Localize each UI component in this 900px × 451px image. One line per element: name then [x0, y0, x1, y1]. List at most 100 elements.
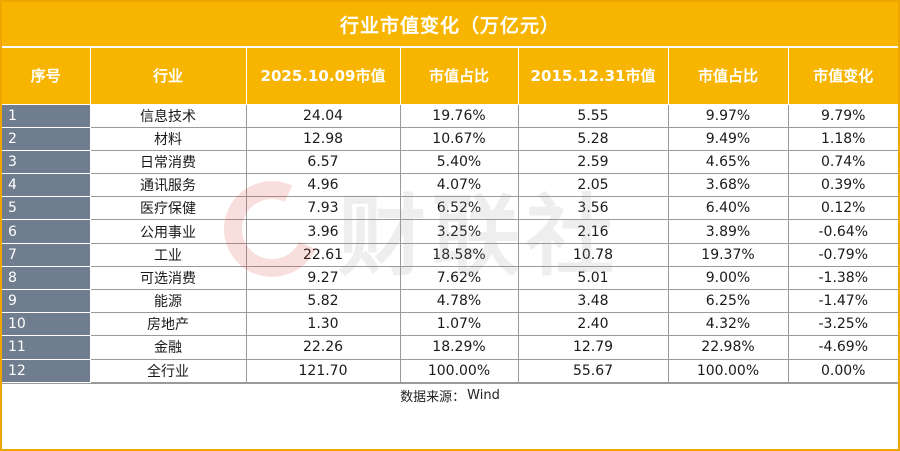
header-change: 市值变化 [788, 48, 898, 105]
row-industry: 材料 [90, 127, 247, 151]
row-mv-2025: 12.98 [246, 127, 401, 151]
row-industry: 公用事业 [90, 219, 247, 244]
row-index: 4 [2, 173, 91, 198]
table-row: 2 材料 12.98 10.67% 5.28 9.49% 1.18% [2, 127, 898, 151]
row-change: 0.00% [788, 359, 898, 383]
row-share-2025: 10.67% [400, 127, 519, 151]
row-share-2025: 4.78% [400, 289, 519, 314]
row-industry: 信息技术 [90, 104, 247, 128]
row-index: 9 [2, 289, 91, 314]
table-row: 10 房地产 1.30 1.07% 2.40 4.32% -3.25% [2, 312, 898, 337]
row-change: -4.69% [788, 335, 898, 360]
row-share-2025: 18.58% [400, 243, 519, 267]
row-share-2015: 9.49% [668, 127, 789, 151]
table-row: 1 信息技术 24.04 19.76% 5.55 9.97% 9.79% [2, 104, 898, 128]
row-share-2015: 3.68% [668, 173, 789, 198]
row-industry: 医疗保健 [90, 196, 247, 221]
row-share-2025: 1.07% [400, 312, 519, 337]
row-mv-2015: 55.67 [518, 359, 669, 383]
row-mv-2015: 2.05 [518, 173, 669, 198]
row-mv-2025: 7.93 [246, 196, 401, 221]
table-row: 8 可选消费 9.27 7.62% 5.01 9.00% -1.38% [2, 266, 898, 291]
row-share-2015: 6.40% [668, 196, 789, 221]
row-change: -1.38% [788, 266, 898, 291]
row-change: 0.12% [788, 196, 898, 221]
row-share-2025: 100.00% [400, 359, 519, 383]
row-industry: 日常消费 [90, 150, 247, 175]
row-share-2025: 5.40% [400, 150, 519, 175]
row-mv-2015: 5.28 [518, 127, 669, 151]
row-share-2025: 4.07% [400, 173, 519, 198]
row-mv-2015: 3.56 [518, 196, 669, 221]
table-title: 行业市值变化（万亿元） [2, 2, 898, 48]
row-mv-2025: 1.30 [246, 312, 401, 337]
row-mv-2015: 5.55 [518, 104, 669, 128]
row-share-2025: 19.76% [400, 104, 519, 128]
row-index: 8 [2, 266, 91, 291]
row-share-2025: 6.52% [400, 196, 519, 221]
row-change: 1.18% [788, 127, 898, 151]
table-row: 5 医疗保健 7.93 6.52% 3.56 6.40% 0.12% [2, 196, 898, 221]
industry-market-value-table: 序号 行业 2025.10.09市值 市值占比 2015.12.31市值 市值占… [2, 48, 898, 383]
header-row: 序号 行业 2025.10.09市值 市值占比 2015.12.31市值 市值占… [2, 48, 898, 105]
row-index: 3 [2, 150, 91, 175]
row-share-2025: 18.29% [400, 335, 519, 360]
row-change: 0.39% [788, 173, 898, 198]
row-index: 1 [2, 104, 91, 128]
row-index: 5 [2, 196, 91, 221]
table-body: 1 信息技术 24.04 19.76% 5.55 9.97% 9.79% 2 材料 12.98 10… [2, 104, 898, 383]
row-share-2015: 9.97% [668, 104, 789, 128]
row-industry: 金融 [90, 335, 247, 360]
row-industry: 工业 [90, 243, 247, 267]
row-change: -0.79% [788, 243, 898, 267]
row-mv-2025: 5.82 [246, 289, 401, 314]
table-row: 11 金融 22.26 18.29% 12.79 22.98% -4.69% [2, 335, 898, 360]
row-share-2015: 4.32% [668, 312, 789, 337]
row-mv-2025: 6.57 [246, 150, 401, 175]
row-mv-2025: 24.04 [246, 104, 401, 128]
row-mv-2015: 2.16 [518, 219, 669, 244]
row-share-2015: 100.00% [668, 359, 789, 383]
row-share-2015: 3.89% [668, 219, 789, 244]
table-row: 7 工业 22.61 18.58% 10.78 19.37% -0.79% [2, 243, 898, 267]
row-share-2025: 3.25% [400, 219, 519, 244]
source-label: 数据来源： [400, 390, 466, 406]
row-share-2015: 4.65% [668, 150, 789, 175]
source-value: Wind [467, 388, 500, 404]
row-change: -1.47% [788, 289, 898, 314]
row-mv-2015: 10.78 [518, 243, 669, 267]
source-note: 数据来源： Wind [2, 382, 898, 408]
row-index: 12 [2, 359, 91, 383]
header-share-2015: 市值占比 [668, 48, 789, 105]
table-row: 3 日常消费 6.57 5.40% 2.59 4.65% 0.74% [2, 150, 898, 175]
header-share-2025: 市值占比 [400, 48, 519, 105]
row-mv-2025: 22.61 [246, 243, 401, 267]
row-share-2015: 6.25% [668, 289, 789, 314]
header-mv-2025: 2025.10.09市值 [246, 48, 401, 105]
header-index: 序号 [2, 48, 91, 105]
row-mv-2025: 22.26 [246, 335, 401, 360]
row-share-2025: 7.62% [400, 266, 519, 291]
row-index: 7 [2, 243, 91, 267]
row-change: -3.25% [788, 312, 898, 337]
row-share-2015: 19.37% [668, 243, 789, 267]
row-mv-2015: 3.48 [518, 289, 669, 314]
row-mv-2015: 2.59 [518, 150, 669, 175]
row-mv-2025: 4.96 [246, 173, 401, 198]
row-change: -0.64% [788, 219, 898, 244]
header-mv-2015: 2015.12.31市值 [518, 48, 669, 105]
row-index: 6 [2, 219, 91, 244]
row-index: 2 [2, 127, 91, 151]
row-mv-2025: 121.70 [246, 359, 401, 383]
table-row: 6 公用事业 3.96 3.25% 2.16 3.89% -0.64% [2, 219, 898, 244]
table-row: 4 通讯服务 4.96 4.07% 2.05 3.68% 0.39% [2, 173, 898, 198]
row-industry: 通讯服务 [90, 173, 247, 198]
row-mv-2015: 12.79 [518, 335, 669, 360]
row-industry: 全行业 [90, 359, 247, 383]
header-industry: 行业 [90, 48, 247, 105]
row-share-2015: 9.00% [668, 266, 789, 291]
row-change: 0.74% [788, 150, 898, 175]
row-industry: 房地产 [90, 312, 247, 337]
row-share-2015: 22.98% [668, 335, 789, 360]
